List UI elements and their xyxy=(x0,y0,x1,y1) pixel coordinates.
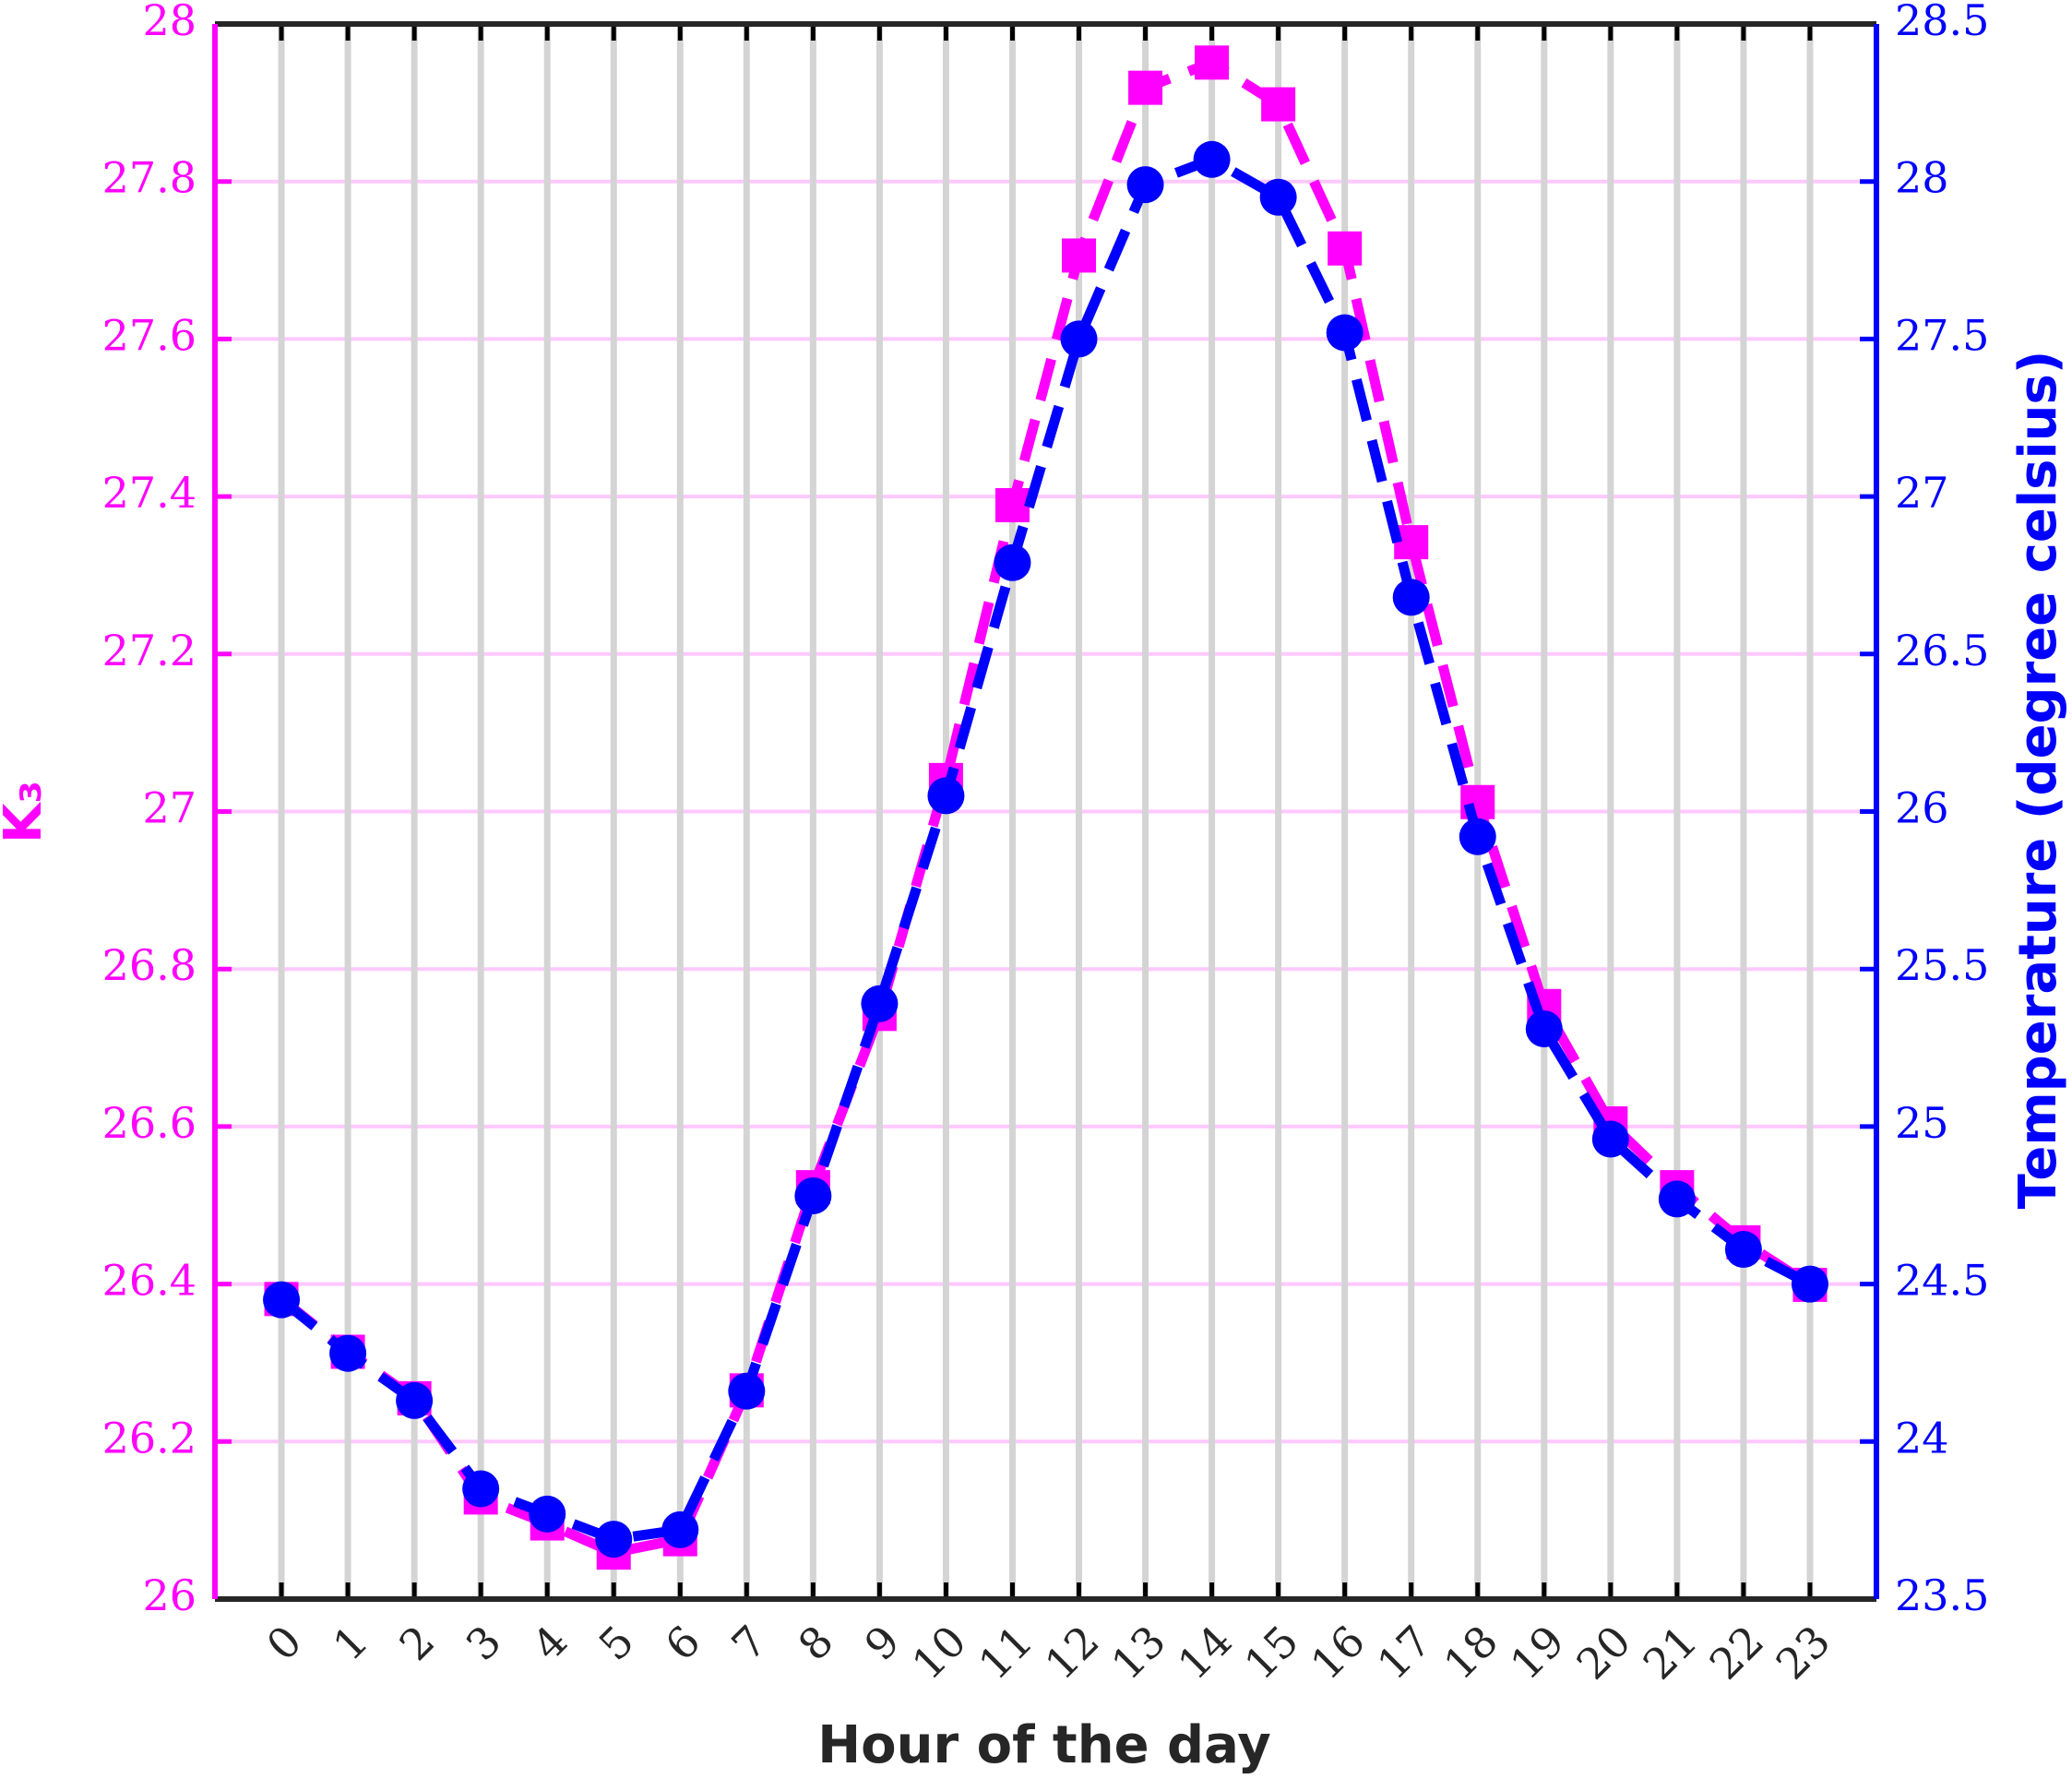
marker xyxy=(994,487,1030,522)
x-tick-label: 15 xyxy=(1234,1616,1308,1689)
y2-tick-label: 27 xyxy=(1895,468,1949,518)
y-tick-label: 26.6 xyxy=(102,1098,196,1148)
series-line xyxy=(278,56,1813,1558)
marker xyxy=(462,1470,500,1508)
y-tick-label: 26 xyxy=(142,1570,196,1620)
y-tick-label: 26.2 xyxy=(102,1413,196,1463)
marker xyxy=(661,1510,699,1548)
marker xyxy=(1392,579,1430,616)
x-tick-label: 10 xyxy=(902,1616,976,1689)
x-tick-label: 20 xyxy=(1567,1616,1641,1689)
marker xyxy=(1060,320,1098,358)
x-tick-label: 0 xyxy=(256,1616,311,1670)
marker xyxy=(1394,525,1429,560)
y2-tick-label: 26.5 xyxy=(1895,626,1989,675)
x-tick-label: 9 xyxy=(855,1616,910,1670)
x-tick-label: 19 xyxy=(1500,1616,1574,1689)
x-tick-label: 12 xyxy=(1035,1616,1109,1689)
x-axis-label: Hour of the day xyxy=(817,1715,1270,1775)
y-tick-label: 27.2 xyxy=(102,626,196,675)
y-tick-label: 28 xyxy=(142,0,196,45)
marker xyxy=(794,1177,832,1215)
x-tick-label: 2 xyxy=(389,1616,444,1670)
y2-tick-label: 25.5 xyxy=(1895,940,1989,990)
y-tick-label: 27.8 xyxy=(102,153,196,203)
marker xyxy=(1195,45,1230,80)
y2-tick-label: 27.5 xyxy=(1895,310,1989,360)
marker xyxy=(1328,231,1363,266)
marker xyxy=(1525,1010,1563,1048)
y2-tick-label: 23.5 xyxy=(1895,1570,1989,1620)
y2-axis-label: Temperature (degree celsius) xyxy=(2008,351,2068,1210)
y-tick-label: 26.8 xyxy=(102,940,196,990)
y-tick-label: 27.4 xyxy=(102,468,196,518)
x-tick-label: 18 xyxy=(1434,1616,1507,1689)
marker xyxy=(1259,178,1297,216)
y2-tick-label: 26 xyxy=(1895,783,1949,833)
x-tick-label: 6 xyxy=(656,1616,710,1670)
y2-tick-label: 28 xyxy=(1895,153,1949,203)
y2-tick-label: 24.5 xyxy=(1895,1256,1989,1306)
marker xyxy=(1128,70,1163,105)
marker xyxy=(1193,140,1231,178)
marker xyxy=(1591,1120,1629,1158)
x-tick-label: 13 xyxy=(1101,1616,1175,1689)
marker xyxy=(994,543,1031,581)
marker xyxy=(1261,87,1296,122)
x-tick-label: 17 xyxy=(1367,1616,1441,1689)
marker xyxy=(1658,1180,1696,1218)
y-tick-label: 26.4 xyxy=(102,1256,196,1306)
x-tick-label: 11 xyxy=(969,1616,1042,1689)
x-tick-label: 14 xyxy=(1168,1616,1242,1689)
y2-tick-label: 25 xyxy=(1895,1098,1949,1148)
marker xyxy=(595,1521,633,1558)
x-tick-label: 8 xyxy=(789,1616,843,1670)
x-tick-label: 7 xyxy=(722,1616,777,1670)
marker xyxy=(329,1334,367,1372)
marker xyxy=(529,1495,566,1533)
marker xyxy=(927,777,965,815)
x-tick-label: 4 xyxy=(523,1616,578,1670)
x-tick-label: 1 xyxy=(323,1616,377,1670)
marker xyxy=(728,1372,766,1410)
y-axis-label: K₃ xyxy=(0,781,54,843)
marker xyxy=(1062,238,1097,273)
y2-tick-label: 24 xyxy=(1895,1413,1949,1463)
x-tick-label: 22 xyxy=(1700,1616,1774,1689)
y-tick-label: 27.6 xyxy=(102,310,196,360)
marker xyxy=(861,985,899,1022)
marker xyxy=(263,1281,301,1319)
y2-tick-label: 28.5 xyxy=(1895,0,1989,45)
marker xyxy=(1459,818,1496,855)
x-tick-label: 21 xyxy=(1634,1616,1708,1689)
y-tick-label: 27 xyxy=(142,783,196,833)
marker xyxy=(1791,1265,1828,1303)
x-tick-label: 5 xyxy=(589,1616,644,1670)
marker xyxy=(1326,314,1363,352)
x-tick-label: 23 xyxy=(1767,1616,1840,1689)
marker xyxy=(1126,166,1164,204)
x-tick-label: 16 xyxy=(1301,1616,1375,1689)
marker xyxy=(1724,1231,1762,1269)
marker xyxy=(396,1381,434,1419)
x-tick-label: 3 xyxy=(457,1616,511,1670)
